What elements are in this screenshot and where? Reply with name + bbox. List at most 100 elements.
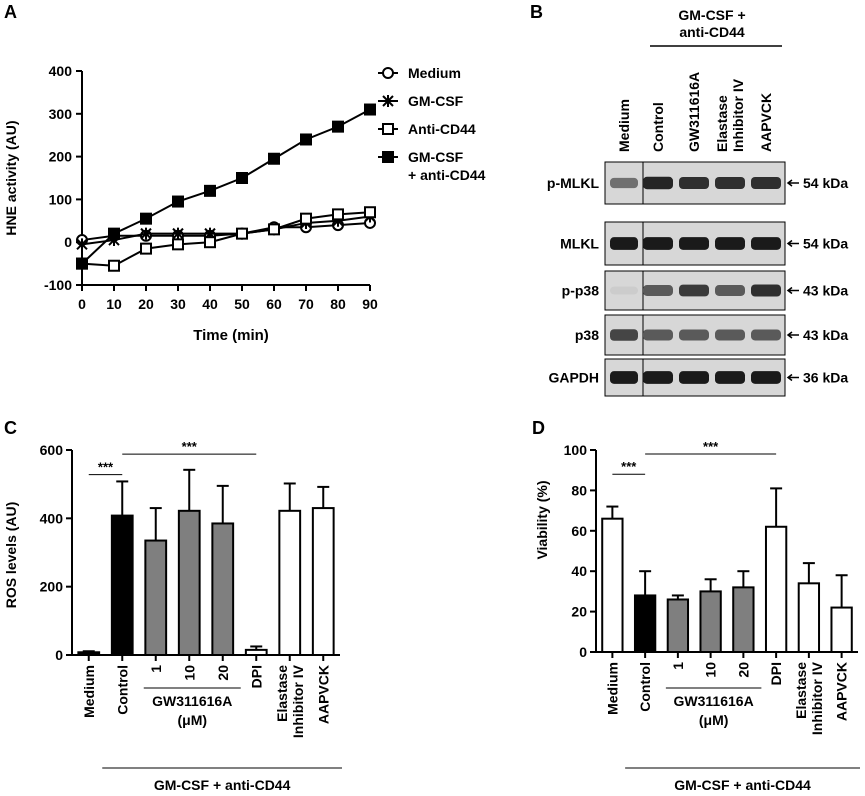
bar-chart-panel-c: ROS levels (AU) 0 200 400 600 Medium Control 1… <box>3 439 342 793</box>
blot-lane-label: GW311616A <box>686 72 702 152</box>
chart-a-x-tick-label: 30 <box>170 296 186 312</box>
blot-protein-label: p-p38 <box>562 283 600 299</box>
blot-row-p-mlkl: p-MLKL 54 kDa <box>547 161 848 205</box>
legend-label: GM-CSF <box>408 149 464 165</box>
blot-treatment-header: GM-CSF + <box>678 7 745 23</box>
chart-a-series-line <box>81 211 371 267</box>
bar-y-tick-label: 0 <box>55 647 63 663</box>
bar-category-label: 20 <box>735 662 751 678</box>
line-chart-panel-a: HNE activity (AU) Time (min) -1000100200… <box>3 63 486 344</box>
chart-a-x-tick-label: 50 <box>234 296 250 312</box>
group-unit-label: (μM) <box>699 712 729 728</box>
bar-rect <box>666 598 690 653</box>
chart-a-data-point <box>364 103 376 116</box>
chart-a-data-point <box>332 208 344 221</box>
chart-a-x-tick-label: 90 <box>362 296 378 312</box>
blot-band <box>679 237 709 250</box>
blot-band <box>715 176 745 190</box>
chart-a-y-tick-label: 200 <box>49 149 73 165</box>
bar-rect <box>110 514 134 656</box>
chart-a-y-tick-label: -100 <box>44 277 72 293</box>
blot-size-arrow <box>786 331 799 339</box>
blot-size-arrow <box>786 179 799 187</box>
blot-band <box>643 237 673 250</box>
chart-a-data-point <box>300 212 312 225</box>
chart-a-data-point <box>204 184 216 197</box>
chart-a-series-3 <box>76 103 376 270</box>
bar-y-tick-label: 0 <box>579 644 587 660</box>
chart-a-legend-entry: GM-CSF <box>378 93 464 109</box>
blot-row-p38: p38 43 kDa <box>575 314 848 356</box>
bar-rect <box>311 507 335 657</box>
bar-category-label: Elastase <box>274 665 290 722</box>
panel-letter-b: B <box>530 2 543 22</box>
chart-a-data-point <box>76 238 88 251</box>
bar-category-label: DPI <box>248 665 264 688</box>
chart-a-data-point <box>236 172 248 184</box>
blot-row-mlkl: MLKL 54 kDa <box>560 221 848 266</box>
bar-y-tick-label: 100 <box>564 442 588 458</box>
chart-a-x-axis-label: Time (min) <box>193 327 269 344</box>
western-blot-panel-b: GM-CSF +anti-CD44 Medium Control GW311616A E… <box>547 7 848 397</box>
significance-label: *** <box>703 439 719 454</box>
treatment-label: GM-CSF + anti-CD44 <box>154 777 291 793</box>
chart-a-y-tick-label: 0 <box>64 234 72 250</box>
blot-band <box>643 285 673 296</box>
chart-a-data-point <box>172 195 184 208</box>
blot-lane-label: Inhibitor IV <box>730 78 746 152</box>
chart-d-y-axis-label: Viability (%) <box>534 480 550 559</box>
blot-band <box>610 237 638 250</box>
blot-band <box>610 286 638 295</box>
blot-band <box>679 371 709 384</box>
chart-a-data-point <box>332 120 344 133</box>
chart-a-x-tick-label: 0 <box>78 296 86 312</box>
bar-category-label: 10 <box>181 665 197 681</box>
bar-category-label: Elastase <box>793 662 809 719</box>
chart-a-legend-entry: Anti-CD44 <box>378 121 476 137</box>
blot-band <box>679 329 709 341</box>
bar-category-label: 10 <box>703 662 719 678</box>
chart-a-legend-entry: Medium <box>378 65 461 81</box>
bar-rect <box>797 582 821 654</box>
bar-y-tick-label: 600 <box>40 442 64 458</box>
bar-rect <box>244 648 268 656</box>
chart-a-data-point <box>236 227 248 240</box>
legend-marker <box>382 67 394 79</box>
significance-label: *** <box>621 459 637 474</box>
bar-category-label: 1 <box>148 665 164 673</box>
bar-rect <box>177 509 201 657</box>
bar-category-label: 1 <box>670 662 686 670</box>
bar-rect <box>633 594 657 654</box>
bar-rect <box>601 517 624 653</box>
bar-category-label: 20 <box>215 665 231 681</box>
group-label: GW311616A <box>674 693 754 709</box>
chart-a-y-axis-label: HNE activity (AU) <box>3 120 19 235</box>
bar-rect <box>278 509 302 657</box>
bar-rect <box>764 525 788 654</box>
blot-band <box>610 371 638 384</box>
bar-category-label: Medium <box>604 662 620 715</box>
chart-a-data-point <box>108 259 120 272</box>
bar-category-label: Control <box>114 665 130 715</box>
chart-a-data-point <box>268 152 280 165</box>
blot-treatment-header: anti-CD44 <box>679 24 745 40</box>
chart-c-y-axis-label: ROS levels (AU) <box>3 502 19 609</box>
legend-marker <box>382 151 394 163</box>
blot-protein-label: GAPDH <box>548 370 599 386</box>
chart-a-y-tick-label: 400 <box>49 63 73 79</box>
chart-a-data-point <box>108 227 120 240</box>
bar-rect <box>732 586 755 653</box>
blot-lane-label: Medium <box>616 99 632 152</box>
blot-size-label: 36 kDa <box>803 370 848 386</box>
chart-a-series-line <box>81 221 371 242</box>
bar-rect <box>77 651 101 656</box>
chart-a-legend-entry: GM-CSF + anti-CD44 <box>378 149 486 183</box>
bar-category-label: Inhibitor IV <box>809 661 825 735</box>
bar-rect <box>830 606 853 653</box>
blot-lane-label: AAPVCK <box>758 93 774 152</box>
legend-label: Medium <box>408 65 461 81</box>
group-label: GW311616A <box>152 693 232 709</box>
chart-a-x-tick-label: 10 <box>106 296 122 312</box>
bar-chart-panel-d: Viability (%) 0 20 40 60 80 100 Medium Control 1… <box>534 439 860 793</box>
bar-category-label: Control <box>637 662 653 712</box>
